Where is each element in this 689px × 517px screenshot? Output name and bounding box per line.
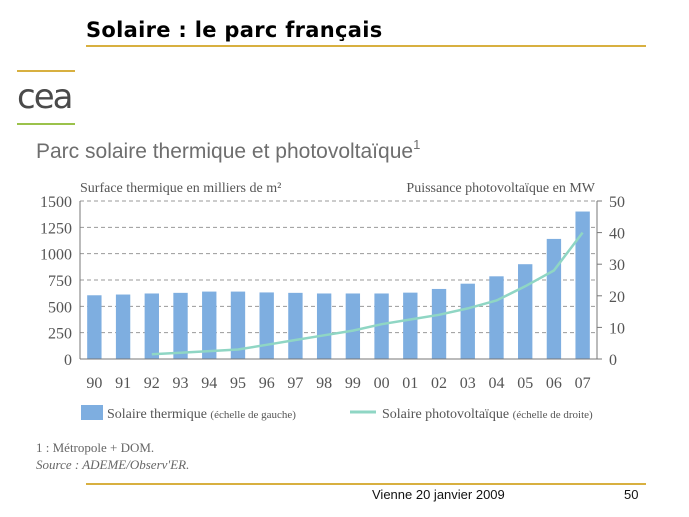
right-tick-label: 30 [609,257,625,274]
legend-label-thermique: Solaire thermique (échelle de gauche) [107,407,296,422]
legend-swatch-thermique [81,405,103,420]
bar-thermique-97 [288,292,303,359]
left-tick-label: 500 [48,299,72,316]
x-tick-label: 00 [374,375,390,392]
chart-heading-text: Parc solaire thermique et photovoltaïque [36,140,414,163]
bar-thermique-93 [173,292,188,359]
logo-rule-top [17,70,75,72]
x-tick-label: 92 [144,375,160,392]
right-tick-label: 10 [609,320,625,337]
bar-thermique-01 [403,292,418,359]
x-tick-label: 93 [173,375,189,392]
bar-thermique-04 [489,276,504,359]
x-tick-label: 04 [488,375,504,392]
chart-heading-footnote-mark: 1 [413,137,421,152]
legend-note-photovoltaique: (échelle de droite) [513,409,593,421]
bar-thermique-05 [518,264,533,359]
x-tick-label: 01 [402,375,418,392]
legend-layer: Solaire thermique (échelle de gauche) Sol… [81,405,593,422]
chart: 025050075010001250150001020304050Surface… [40,181,625,422]
bar-thermique-06 [546,238,562,359]
left-axis-title: Surface thermique en milliers de m² [80,181,281,196]
bar-thermique-92 [144,293,159,359]
x-tick-label: 91 [115,375,131,392]
footer-divider [86,483,646,485]
footer-venue-date: Vienne 20 janvier 2009 [372,487,505,502]
left-tick-label: 0 [64,352,72,369]
bar-thermique-98 [316,293,332,359]
x-tick-label: 06 [546,375,562,392]
footnote-1: 1 : Métropole + DOM. [36,440,155,455]
cea-logo: cea [17,78,73,117]
legend-label-photovoltaique: Solaire photovoltaïque (échelle de droit… [382,407,593,422]
right-axis-title: Puissance photovoltaïque en MW [406,181,595,196]
x-tick-label: 96 [259,375,275,392]
left-tick-label: 750 [48,273,72,290]
x-tick-label: 90 [86,375,102,392]
title-divider [86,45,646,47]
x-tick-label: 95 [230,375,246,392]
x-tick-label: 99 [345,375,361,392]
bar-thermique-00 [374,293,389,359]
x-tick-label: 07 [575,375,591,392]
line-photovoltaique [151,231,584,356]
left-tick-label: 1250 [40,220,72,237]
chart-heading: Parc solaire thermique et photovoltaïque… [36,137,420,164]
left-tick-label: 1500 [40,194,72,211]
x-tick-label: 98 [316,375,332,392]
footnote-source: Source : ADEME/Observ'ER. [36,457,190,472]
x-tick-label: 94 [201,375,217,392]
bar-thermique-94 [202,291,217,359]
bar-thermique-95 [230,291,246,359]
bar-thermique-91 [115,294,131,359]
x-tick-label: 05 [517,375,533,392]
bars-layer [87,211,590,359]
left-tick-label: 250 [48,326,72,343]
right-tick-label: 50 [609,194,625,211]
axis-layer: 025050075010001250150001020304050Surface… [40,181,625,392]
bar-thermique-96 [259,292,274,359]
page-number: 50 [624,487,639,502]
bar-thermique-02 [431,288,447,359]
left-tick-label: 1000 [40,247,72,264]
x-tick-label: 02 [431,375,447,392]
bar-thermique-03 [460,283,475,359]
bar-thermique-07 [575,211,590,359]
right-tick-label: 20 [609,289,625,306]
slide-title: Solaire : le parc français [86,18,383,42]
legend-note-thermique: (échelle de gauche) [210,409,296,421]
x-tick-label: 97 [287,375,303,392]
right-tick-label: 0 [609,352,617,369]
cea-logo-text: cea [17,78,71,117]
bar-thermique-90 [87,295,102,359]
line-layer [151,231,584,356]
x-tick-label: 03 [460,375,476,392]
right-tick-label: 40 [609,226,625,243]
bar-thermique-99 [345,293,361,359]
logo-rule-bottom [17,123,75,125]
